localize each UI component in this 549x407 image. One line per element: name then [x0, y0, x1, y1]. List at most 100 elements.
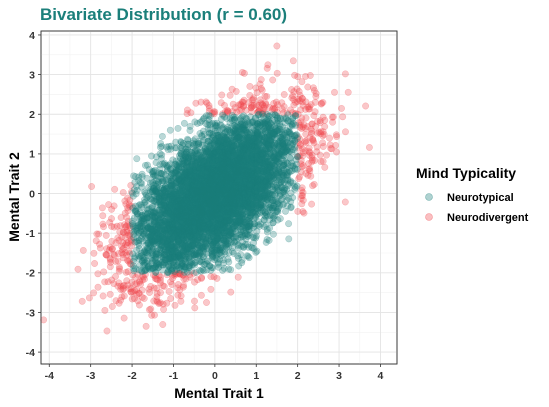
- scatter-point: [96, 240, 104, 248]
- scatter-point: [218, 91, 226, 99]
- scatter-point: [176, 286, 184, 294]
- scatter-point: [199, 250, 206, 258]
- scatter-point: [150, 284, 158, 292]
- scatter-point: [96, 244, 104, 252]
- points-layer: [40, 42, 373, 335]
- scatter-point: [119, 228, 127, 236]
- scatter-point: [119, 250, 127, 258]
- scatter-point: [171, 269, 179, 277]
- scatter-point: [147, 305, 155, 313]
- scatter-point: [341, 198, 349, 206]
- scatter-point: [226, 91, 234, 99]
- scatter-point: [240, 102, 247, 110]
- scatter-point: [123, 213, 131, 221]
- scatter-point: [254, 108, 262, 116]
- scatter-point: [168, 281, 176, 288]
- scatter-point: [112, 257, 120, 265]
- scatter-point: [103, 251, 110, 259]
- scatter-point: [148, 152, 155, 160]
- scatter-point: [297, 160, 305, 168]
- scatter-point: [302, 114, 310, 122]
- scatter-point: [310, 112, 318, 120]
- scatter-point: [117, 285, 125, 293]
- scatter-point: [280, 91, 288, 98]
- scatter-point: [197, 291, 205, 299]
- scatter-point: [121, 223, 129, 231]
- scatter-point: [319, 132, 327, 140]
- scatter-point: [179, 271, 187, 279]
- scatter-point: [316, 119, 324, 127]
- scatter-point: [316, 151, 324, 159]
- scatter-point: [117, 296, 125, 304]
- scatter-point: [297, 106, 305, 114]
- scatter-point: [91, 260, 99, 267]
- scatter-point: [262, 101, 270, 109]
- scatter-point: [156, 299, 164, 307]
- scatter-point: [167, 278, 174, 286]
- scatter-point: [130, 294, 138, 302]
- scatter-point: [124, 194, 132, 202]
- scatter-point: [227, 288, 235, 296]
- scatter-point: [182, 275, 190, 283]
- scatter-point: [156, 279, 164, 287]
- scatter-point: [280, 103, 288, 111]
- scatter-point: [104, 278, 112, 286]
- scatter-point: [313, 143, 321, 151]
- scatter-point: [317, 99, 325, 107]
- chart-title: Bivariate Distribution (r = 0.60): [40, 5, 287, 24]
- scatter-point: [166, 126, 174, 134]
- scatter-point: [155, 300, 163, 308]
- scatter-point: [150, 297, 158, 305]
- scatter-point: [294, 133, 302, 141]
- scatter-point: [319, 139, 327, 147]
- scatter-point: [298, 125, 306, 132]
- scatter-point: [90, 249, 98, 257]
- scatter-point: [255, 107, 262, 115]
- scatter-point: [259, 101, 267, 109]
- scatter-point: [248, 101, 256, 109]
- scatter-point: [261, 99, 269, 107]
- scatter-point: [283, 109, 291, 117]
- scatter-point: [94, 270, 102, 278]
- scatter-point: [269, 230, 277, 238]
- scatter-point: [153, 284, 161, 292]
- scatter-point: [115, 267, 123, 275]
- scatter-point: [342, 128, 349, 136]
- scatter-point: [93, 230, 101, 238]
- scatter-point: [125, 285, 133, 293]
- scatter-point: [304, 171, 312, 179]
- scatter-point: [100, 268, 108, 276]
- scatter-point: [100, 223, 107, 231]
- scatter-point: [118, 293, 126, 301]
- scatter-point: [110, 251, 118, 258]
- scatter-point: [88, 183, 96, 190]
- scatter-point: [126, 256, 134, 264]
- scatter-point: [313, 148, 321, 156]
- scatter-point: [177, 292, 185, 300]
- scatter-point: [124, 221, 132, 229]
- scatter-point: [362, 102, 370, 110]
- scatter-point: [269, 76, 277, 84]
- scatter-point: [171, 271, 179, 279]
- scatter-point: [228, 85, 236, 93]
- scatter-point: [174, 281, 182, 288]
- scatter-point: [252, 101, 260, 109]
- scatter-point: [332, 131, 340, 139]
- scatter-point: [321, 163, 329, 171]
- scatter-point: [103, 245, 111, 253]
- scatter-point: [257, 76, 265, 84]
- scatter-point: [285, 220, 293, 228]
- scatter-point: [123, 228, 131, 236]
- scatter-point: [237, 100, 245, 108]
- scatter-point: [338, 104, 345, 112]
- scatter-point: [211, 108, 219, 116]
- scatter-point: [135, 301, 143, 309]
- scatter-point: [194, 276, 202, 284]
- scatter-point: [207, 273, 215, 281]
- scatter-point: [126, 202, 134, 210]
- scatter-point: [115, 279, 123, 287]
- scatter-point: [302, 105, 309, 113]
- scatter-point: [191, 297, 198, 305]
- scatter-point: [304, 103, 312, 111]
- scatter-point: [294, 153, 302, 161]
